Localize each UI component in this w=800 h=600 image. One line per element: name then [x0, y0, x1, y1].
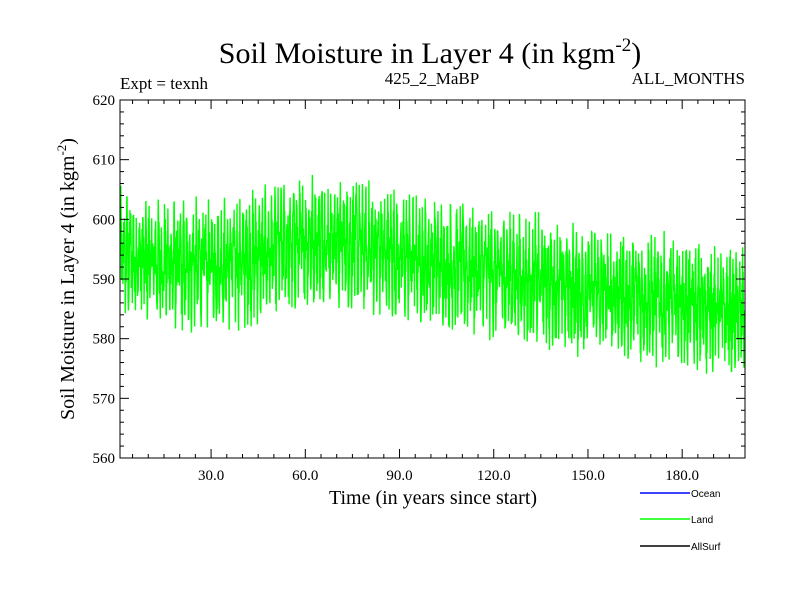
- chart-title-main: Soil Moisture in Layer 4 (in kgm: [219, 37, 616, 70]
- y-axis-label: Soil Moisture in Layer 4 (in kgm-2): [54, 138, 79, 420]
- y-tick-label: 600: [93, 212, 116, 228]
- y-tick-label: 620: [93, 93, 116, 109]
- y-tick-labels: 560 570 580 590 600 610 620: [93, 93, 116, 467]
- x-tick-label: 60.0: [292, 468, 318, 484]
- x-tick-label: 90.0: [386, 468, 412, 484]
- series-line-land: [120, 174, 745, 374]
- y-axis-label-main: Soil Moisture in Layer 4 (in kgm: [57, 155, 79, 420]
- y-tick-label: 580: [93, 332, 116, 348]
- subtitle-right: ALL_MONTHS: [632, 69, 745, 88]
- x-tick-label: 30.0: [198, 468, 224, 484]
- x-tick-label: 150.0: [571, 468, 605, 484]
- x-axis-label: Time (in years since start): [329, 487, 537, 509]
- legend: Ocean Land AllSurf: [640, 489, 721, 553]
- y-axis-label-close: ): [57, 138, 79, 145]
- legend-label-land: Land: [691, 515, 713, 526]
- chart-title: Soil Moisture in Layer 4 (in kgm-2): [219, 35, 641, 70]
- y-axis-label-sup: -2: [54, 145, 69, 156]
- x-tick-labels: 30.0 60.0 90.0 120.0 150.0 180.0: [198, 468, 699, 484]
- y-tick-label: 560: [93, 451, 116, 467]
- subtitle-left: Expt = texnh: [120, 74, 208, 93]
- chart-title-sup: -2: [615, 35, 631, 56]
- subtitle-center: 425_2_MaBP: [385, 69, 479, 88]
- ticks-group: [120, 99, 745, 459]
- y-tick-label: 610: [93, 153, 116, 169]
- y-tick-label: 570: [93, 391, 116, 407]
- series-group: [120, 174, 745, 374]
- legend-label-allsurf: AllSurf: [691, 542, 721, 553]
- chart-title-close: ): [631, 37, 641, 70]
- y-tick-label: 590: [93, 272, 116, 288]
- x-tick-label: 120.0: [477, 468, 511, 484]
- x-tick-label: 180.0: [665, 468, 699, 484]
- legend-label-ocean: Ocean: [691, 489, 720, 500]
